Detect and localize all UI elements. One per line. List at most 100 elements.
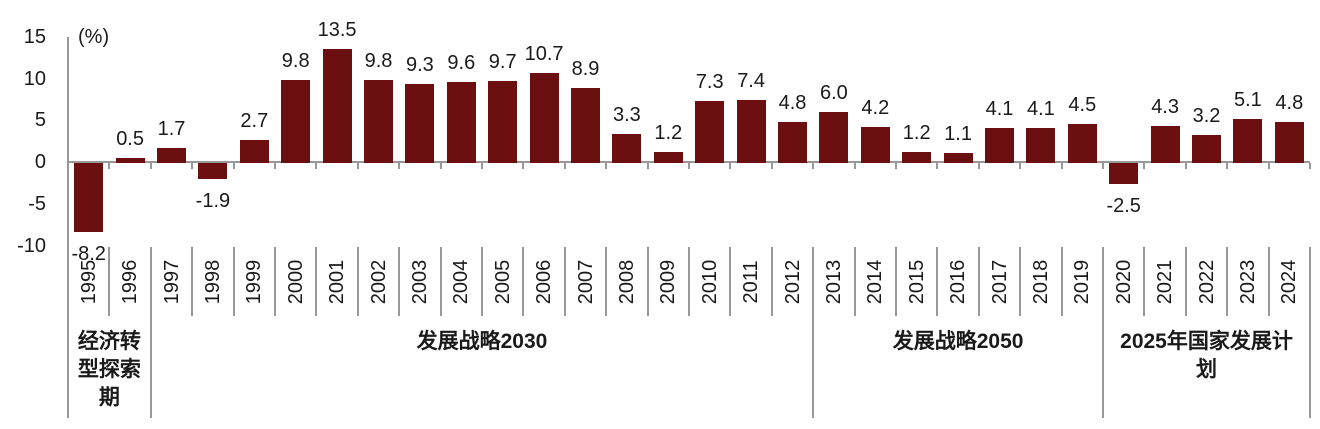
- bar: [74, 163, 104, 232]
- year-label: 2014: [864, 259, 887, 305]
- category-tick: [1019, 163, 1022, 169]
- bar-value-label: 1.2: [902, 122, 931, 144]
- bar-value-label: 2.7: [240, 109, 269, 132]
- year-label: 2012: [781, 259, 804, 305]
- bar: [778, 121, 807, 163]
- bar: [1192, 135, 1221, 163]
- year-label: 2017: [988, 259, 1011, 305]
- bar-value-label: 9.3: [405, 54, 434, 77]
- year-separator: [522, 247, 525, 316]
- year-label: 2018: [1029, 259, 1052, 305]
- year-label: 1996: [119, 259, 142, 305]
- bar-value-label: 1.1: [944, 122, 972, 145]
- bar-value-label: -1.9: [195, 189, 231, 212]
- bar: [488, 81, 518, 163]
- bar-value-label: 9.8: [281, 50, 310, 73]
- bar: [364, 80, 393, 163]
- year-separator: [729, 247, 732, 316]
- bar-value-label: 4.1: [985, 97, 1014, 120]
- bar-value-label: 1.2: [654, 122, 683, 144]
- bar-value-label: -8.2: [71, 242, 106, 265]
- year-label: 2009: [657, 259, 680, 305]
- year-label: 2021: [1154, 259, 1177, 305]
- bar: [860, 126, 890, 163]
- bar-value-label: 10.7: [524, 42, 564, 65]
- year-label: 2005: [491, 259, 514, 305]
- year-label: 2004: [450, 259, 473, 305]
- year-label: 1995: [77, 259, 100, 305]
- year-label: 2015: [905, 259, 928, 305]
- y-axis-tick-label: 15: [23, 25, 46, 48]
- year-label: 2023: [1236, 259, 1259, 305]
- category-tick: [812, 163, 815, 169]
- year-separator: [439, 247, 442, 316]
- category-tick: [315, 163, 318, 169]
- y-axis-tick-label: 10: [23, 67, 46, 90]
- year-separator: [108, 247, 111, 316]
- category-tick: [895, 163, 897, 169]
- year-label: 2003: [408, 259, 431, 305]
- category-tick: [191, 163, 194, 169]
- bar: [157, 147, 186, 163]
- bar: [1274, 121, 1304, 163]
- category-tick: [232, 163, 235, 169]
- category-tick: [274, 163, 276, 169]
- year-separator: [191, 247, 194, 316]
- group-separator: [149, 247, 152, 418]
- year-separator: [274, 247, 276, 316]
- category-tick: [108, 163, 111, 169]
- y-axis-tick-label: -10: [17, 234, 46, 257]
- group-label: 发展战略2050: [892, 330, 1024, 353]
- category-tick: [1267, 163, 1270, 169]
- bar-value-label: 7.3: [695, 71, 724, 93]
- bar-value-label: 4.8: [1275, 91, 1304, 114]
- bar: [1233, 119, 1263, 163]
- category-tick: [936, 163, 939, 169]
- year-label: 2001: [326, 259, 349, 305]
- y-axis-tick-label: 5: [34, 109, 46, 132]
- year-separator: [770, 247, 773, 316]
- bar: [115, 157, 145, 163]
- year-label: 2020: [1112, 259, 1135, 305]
- category-tick: [149, 163, 152, 169]
- bar-value-label: 0.5: [116, 127, 144, 150]
- year-separator: [1226, 247, 1229, 316]
- category-tick: [356, 163, 359, 169]
- y-axis-line: [67, 37, 69, 418]
- bar: [239, 139, 269, 163]
- category-tick: [563, 163, 566, 169]
- group-label: 经济转 型探索 期: [77, 330, 141, 409]
- category-tick: [1184, 163, 1187, 169]
- bar: [612, 134, 642, 163]
- year-separator: [1184, 247, 1187, 316]
- year-label: 1997: [160, 259, 183, 305]
- x-axis-zero-line: [67, 161, 1310, 163]
- bar: [819, 111, 849, 163]
- year-separator: [481, 247, 483, 316]
- bar: [736, 100, 766, 163]
- group-separator: [812, 247, 815, 418]
- bar-value-label: 4.1: [1026, 97, 1055, 120]
- category-tick: [398, 163, 401, 169]
- bar-value-label: 9.8: [364, 50, 393, 73]
- year-separator: [232, 247, 235, 316]
- bar: [943, 152, 973, 163]
- bar: [1109, 163, 1139, 184]
- year-separator: [605, 247, 608, 316]
- category-tick: [853, 163, 856, 169]
- year-label: 2019: [1071, 259, 1094, 305]
- year-label: 2011: [740, 260, 763, 304]
- bar: [198, 163, 228, 179]
- group-separator: [1309, 247, 1311, 418]
- category-tick: [977, 163, 980, 169]
- year-separator: [853, 247, 856, 316]
- group-label: 2025年国家发展计 划: [1120, 330, 1293, 381]
- y-axis-tick-label: 0: [34, 151, 46, 173]
- year-separator: [398, 247, 401, 316]
- bar: [902, 152, 932, 163]
- bar: [1026, 127, 1056, 163]
- year-separator: [936, 247, 939, 316]
- year-separator: [688, 247, 690, 316]
- category-tick: [729, 163, 732, 169]
